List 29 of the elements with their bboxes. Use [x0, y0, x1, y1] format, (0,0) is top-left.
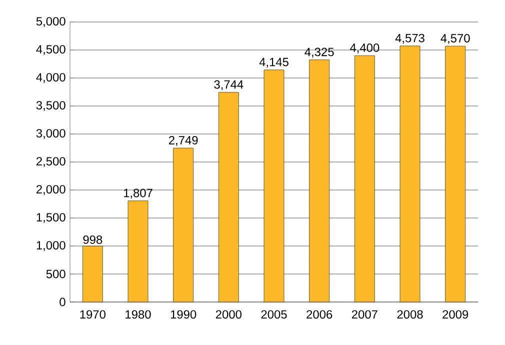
data-label: 4,145 [259, 58, 288, 68]
x-tick-label: 2008 [397, 310, 423, 319]
x-tick-label: 1980 [126, 310, 151, 319]
y-tick-label: 3,000 [36, 129, 66, 139]
y-tick-label: 4,000 [36, 73, 66, 83]
data-label: 4,400 [350, 44, 380, 54]
y-tick-label: 0 [60, 298, 66, 306]
data-label: 4,570 [440, 34, 470, 44]
y-tick-label: 5,000 [36, 17, 66, 27]
y-tick-label: 4,500 [36, 45, 66, 55]
data-label: 4,573 [395, 34, 424, 44]
data-label: 3,744 [214, 80, 244, 90]
y-tick-label: 1,000 [36, 241, 66, 251]
data-label: 2,749 [168, 136, 198, 146]
x-tick-label: 2006 [306, 310, 332, 319]
y-tick-label: 3,500 [36, 101, 66, 111]
y-tick-label: 2,000 [36, 185, 66, 195]
y-tick-label: 2,500 [36, 157, 66, 167]
data-label: 998 [83, 235, 102, 244]
data-label: 1,807 [124, 188, 152, 199]
x-tick-label: 2007 [352, 310, 378, 319]
x-tick-label: 1990 [170, 310, 196, 319]
y-tick-label: 1,500 [36, 213, 66, 223]
x-tick-label: 2005 [261, 310, 287, 319]
y-tick-label: 500 [46, 270, 66, 278]
data-label: 4,325 [304, 48, 334, 58]
x-tick-label: 2009 [442, 310, 468, 319]
x-tick-label: 1970 [80, 310, 106, 319]
x-tick-label: 2000 [216, 310, 242, 319]
